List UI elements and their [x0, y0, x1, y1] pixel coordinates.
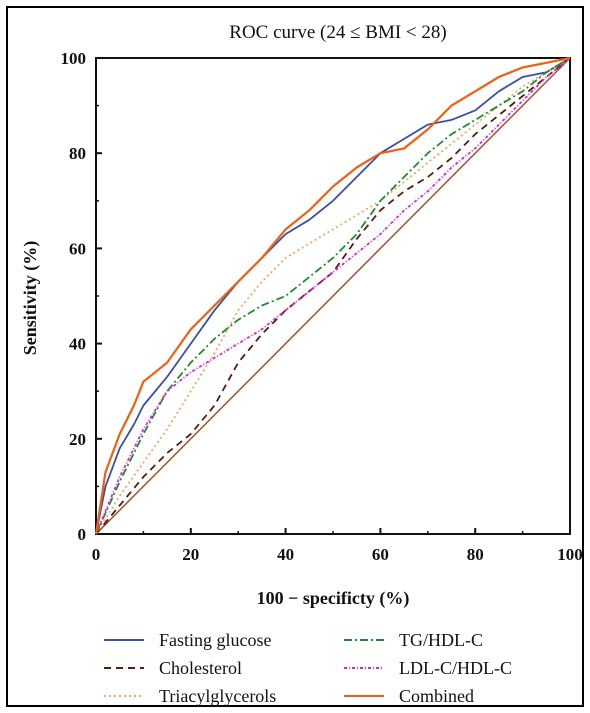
plot-area: 0 20 40 60 80 100 0 20 40 60 80 100 [61, 49, 583, 564]
legend-label: TG/HDL-C [399, 629, 483, 650]
legend-item: Fasting glucose [103, 626, 272, 654]
legend: Fasting glucose TG/HDL-C Cholesterol LDL-C/… [103, 626, 573, 710]
x-tick-label: 60 [372, 545, 389, 564]
y-tick-label: 100 [61, 49, 87, 68]
x-axis-label: 100 − specificty (%) [257, 588, 410, 609]
chart-frame: ROC curve (24 ≤ BMI < 28) 0 20 40 60 80 100 0 2… [6, 6, 584, 707]
y-tick-label: 60 [69, 239, 86, 258]
x-tick-label: 80 [467, 545, 484, 564]
series-line-ldl-c-hdl-c [95, 57, 571, 535]
legend-item: Triacylglycerols [103, 682, 276, 710]
legend-label: Triacylglycerols [159, 685, 277, 706]
y-tick-label: 20 [69, 430, 86, 449]
y-tick-label: 0 [78, 525, 87, 544]
series-line-combined [94, 56, 571, 535]
series-line-triacylglycerols [95, 57, 571, 535]
legend-swatch [344, 695, 384, 697]
x-tick-label: 40 [277, 545, 294, 564]
legend-item: Combined [343, 682, 474, 710]
chart-title: ROC curve (24 ≤ BMI < 28) [229, 22, 446, 43]
legend-swatch [104, 695, 144, 697]
x-tick-label: 100 [557, 545, 582, 564]
reference-diagonal-line [95, 57, 571, 535]
legend-swatch [104, 639, 144, 641]
x-tick-label: 20 [182, 545, 199, 564]
legend-label: Combined [399, 685, 474, 706]
legend-swatch [344, 667, 384, 669]
legend-label: Fasting glucose [159, 629, 272, 650]
y-tick-label: 80 [69, 144, 86, 163]
legend-label: Cholesterol [159, 657, 242, 678]
legend-item: LDL-C/HDL-C [343, 654, 512, 682]
y-axis-label: Sensitivity (%) [20, 241, 41, 356]
series-line-tg-hdl-c [95, 57, 571, 535]
legend-item: Cholesterol [103, 654, 242, 682]
legend-item: TG/HDL-C [343, 626, 483, 654]
legend-label: LDL-C/HDL-C [399, 657, 512, 678]
series-line-cholesterol [95, 57, 571, 535]
legend-swatch [104, 667, 144, 669]
roc-chart: ROC curve (24 ≤ BMI < 28) 0 20 40 60 80 100 0 2… [20, 22, 583, 609]
series-line-fasting-glucose [95, 57, 571, 535]
x-tick-label: 0 [92, 545, 101, 564]
legend-swatch [344, 639, 384, 641]
y-tick-label: 40 [69, 335, 86, 354]
